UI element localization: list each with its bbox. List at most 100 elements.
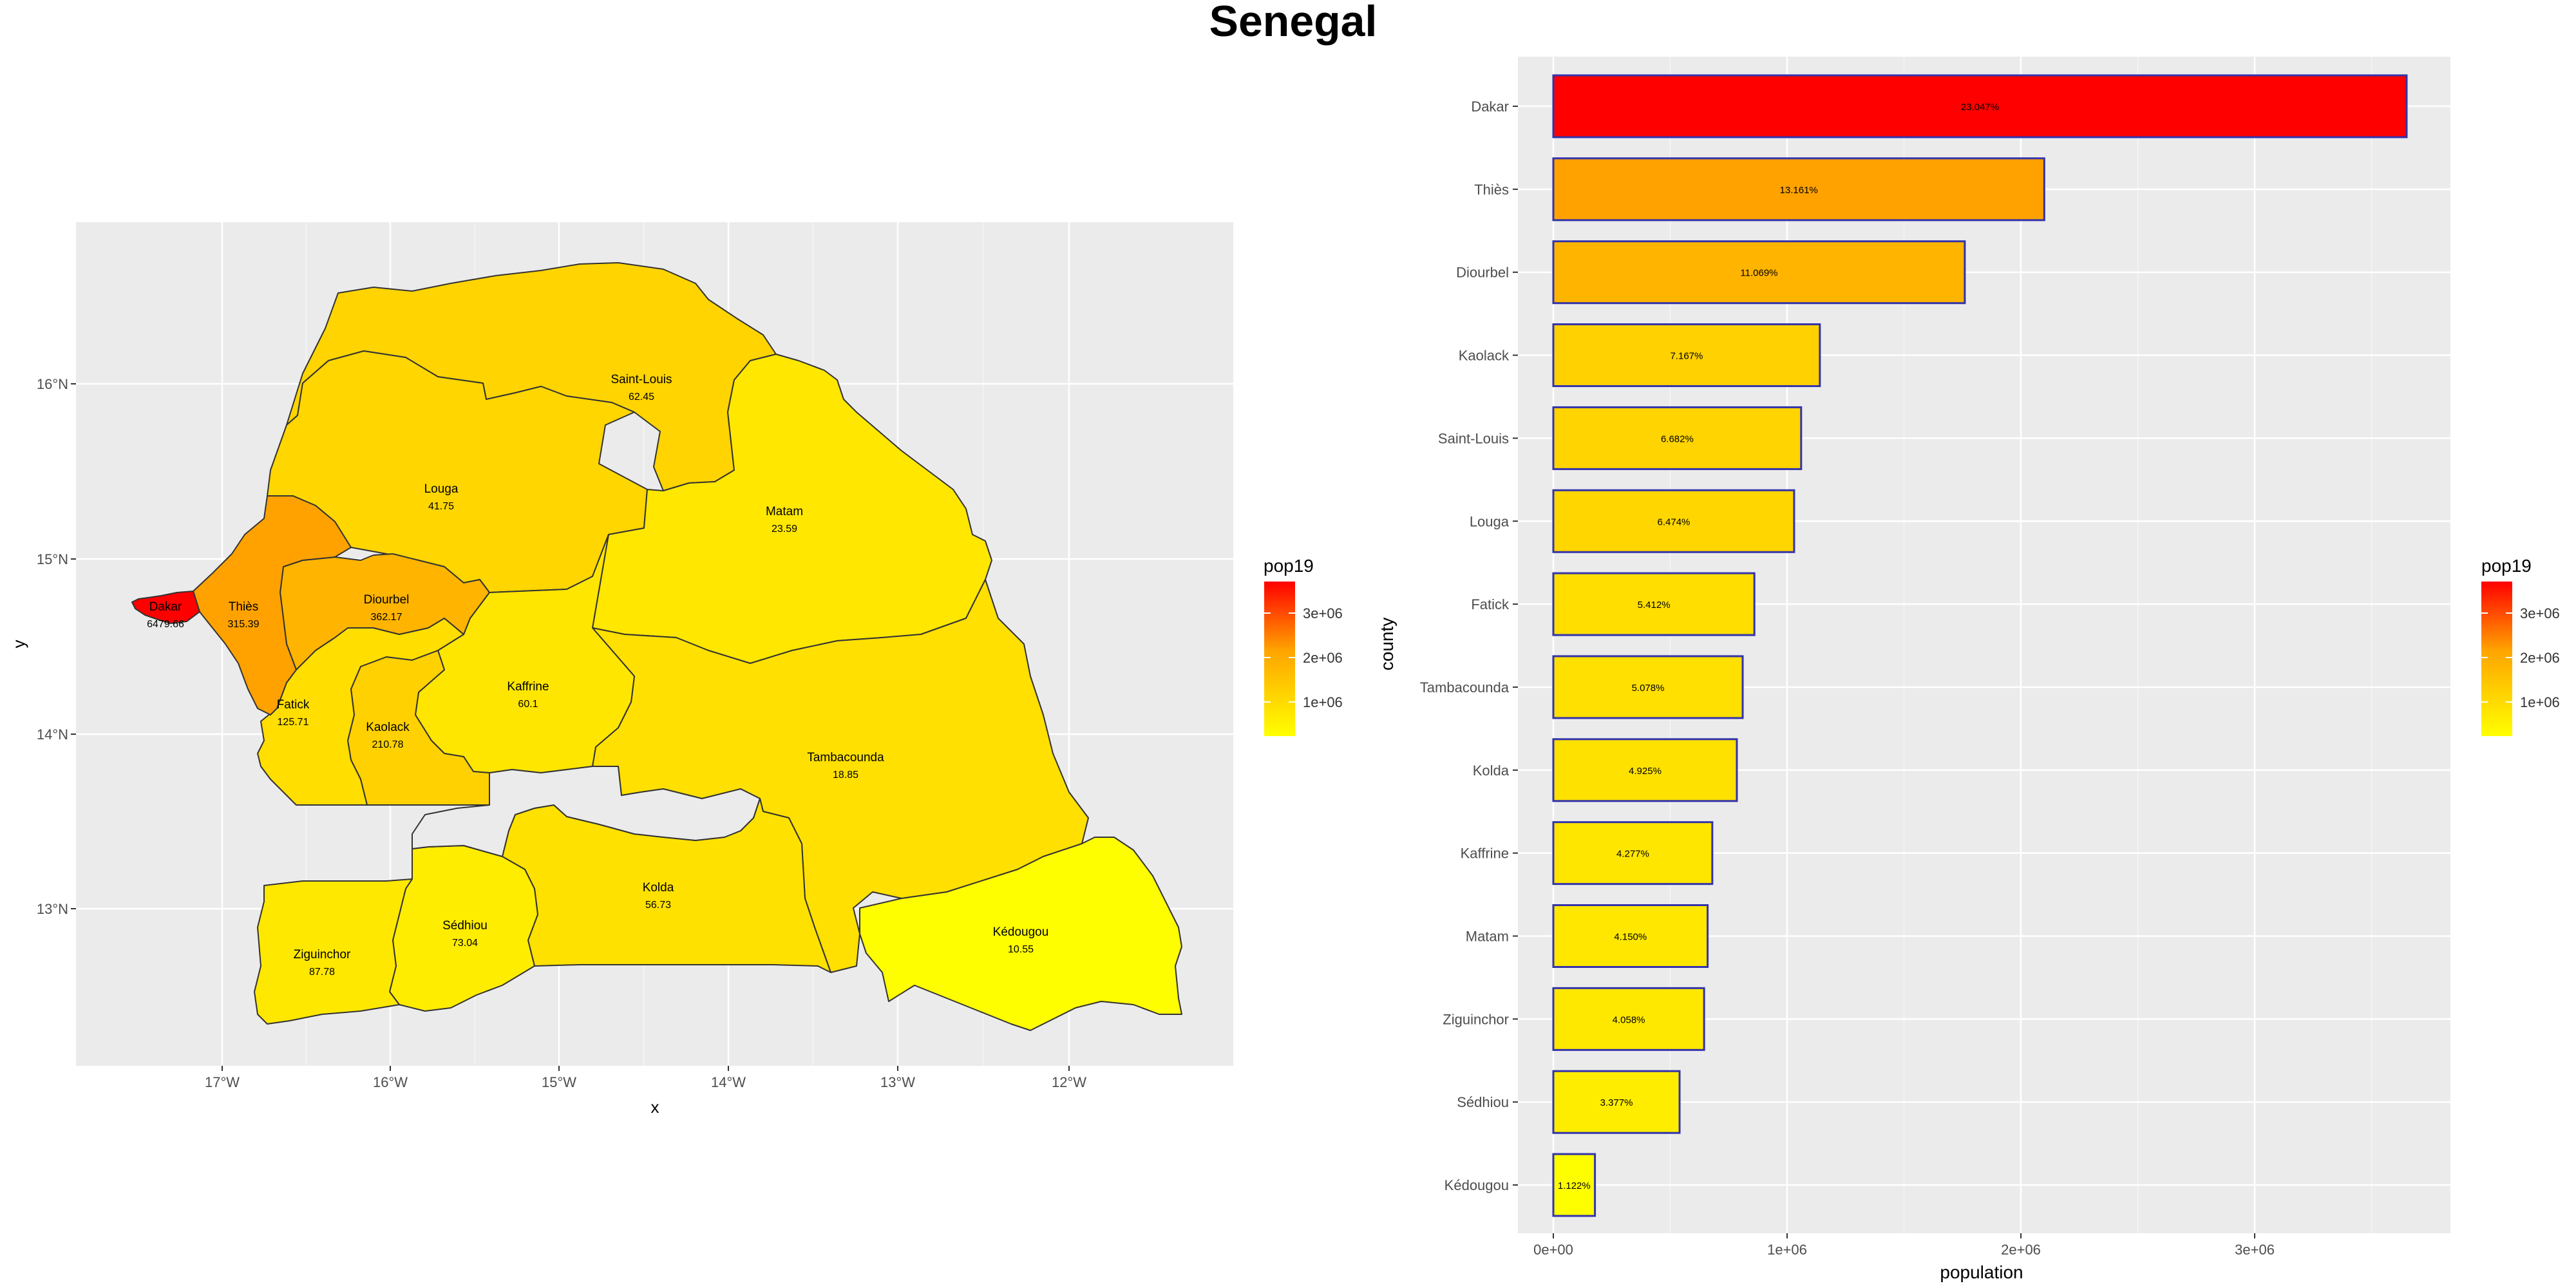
bar-value-label: 5.078% [1632, 683, 1665, 694]
bar-y-tick-label: Sédhiou [1457, 1094, 1509, 1110]
bar-tambacounda [1552, 655, 1744, 719]
bar-y-tick-label: Dakar [1471, 99, 1509, 115]
legend-tick-label: 3e+06 [1303, 605, 1343, 621]
bar-value-label: 4.277% [1616, 849, 1649, 860]
bar-y-axis-ticks: Dakar Thiès Diourbel Kaolack Saint-Louis Loug… [1420, 99, 1518, 1193]
map-legend-title: pop19 [1264, 556, 1314, 576]
bar-y-tick-label: Diourbel [1456, 265, 1509, 281]
region-value-label: 60.1 [518, 699, 538, 710]
region-value-label: 56.73 [645, 900, 671, 911]
gambia-gap [412, 766, 761, 857]
region-value-label: 73.04 [452, 938, 478, 949]
map-panel: Dakar 6479.66 Thiès 315.39 Diourbel 362.17 Lou… [9, 222, 1343, 1117]
region-value-label: 125.71 [278, 717, 309, 728]
map-x-tick-label: 15°W [542, 1074, 576, 1090]
bar-y-tick-label: Kolda [1473, 762, 1510, 779]
region-name-label: Thiès [229, 600, 258, 614]
region-name-label: Ziguinchor [294, 948, 351, 961]
bar-y-tick-label: Thiès [1474, 182, 1509, 198]
region-name-label: Diourbel [364, 593, 410, 607]
map-legend-colorbar [1264, 582, 1295, 736]
bar-y-tick-label: Tambacounda [1420, 679, 1510, 696]
map-y-tick-label: 15°N [37, 551, 68, 567]
bar-y-tick-label: Fatick [1471, 596, 1510, 612]
bar-legend-title: pop19 [2481, 556, 2532, 576]
legend-tick-label: 2e+06 [2520, 650, 2560, 666]
region-thies [193, 495, 352, 715]
bar-kedougou [1552, 1153, 1596, 1217]
map-y-axis-ticks: 16°N 15°N 14°N 13°N [37, 376, 76, 917]
bar-sedhiou [1552, 1070, 1681, 1134]
map-y-tick-label: 16°N [37, 376, 68, 392]
region-value-label: 62.45 [629, 392, 654, 402]
bar-kaffrine [1552, 821, 1714, 886]
bar-y-axis-label: county [1377, 618, 1397, 671]
bar-x-axis-ticks: 0e+00 1e+06 2e+06 3e+06 [1533, 1233, 2275, 1258]
figure-title: Senegal [1209, 0, 1378, 46]
bar-x-tick-label: 0e+00 [1533, 1242, 1573, 1258]
map-y-tick-label: 14°N [37, 726, 68, 743]
bar-x-axis-label: population [1940, 1262, 2023, 1282]
bar-diourbel [1552, 240, 1966, 305]
bar-y-tick-label: Kaolack [1459, 348, 1510, 364]
bar-thies [1552, 157, 2045, 222]
legend-tick-label: 1e+06 [2520, 694, 2560, 710]
region-value-label: 87.78 [309, 967, 335, 978]
bar-x-tick-label: 3e+06 [2235, 1242, 2275, 1258]
region-name-label: Saint-Louis [611, 373, 672, 386]
bar-ziguinchor [1552, 987, 1705, 1051]
bar-y-tick-label: Saint-Louis [1438, 430, 1509, 446]
map-x-tick-label: 16°W [373, 1074, 408, 1090]
bar-value-label: 5.412% [1638, 600, 1671, 611]
bar-legend-colorbar [2481, 582, 2512, 736]
bar-matam [1552, 904, 1709, 968]
map-x-tick-label: 14°W [711, 1074, 746, 1090]
bar-value-label: 7.167% [1670, 351, 1703, 362]
map-regions [131, 262, 1182, 1031]
region-name-label: Louga [424, 482, 459, 496]
bar-legend-ticks: 3e+06 2e+06 1e+06 [2481, 605, 2560, 710]
region-name-label: Dakar [149, 600, 182, 614]
region-name-label: Sédhiou [442, 919, 488, 933]
map-x-tick-label: 17°W [205, 1074, 240, 1090]
bar-kaolack [1552, 323, 1821, 388]
region-value-label: 210.78 [372, 739, 404, 750]
bar-y-tick-label: Louga [1470, 513, 1510, 529]
region-name-label: Kolda [643, 881, 674, 895]
bar-value-label: 4.150% [1614, 932, 1647, 943]
map-region-labels: Dakar 6479.66 Thiès 315.39 Diourbel 362.17 Lou… [147, 373, 1048, 978]
bar-saint-louis [1552, 406, 1803, 470]
region-value-label: 23.59 [772, 524, 797, 535]
region-value-label: 41.75 [428, 501, 454, 512]
bar-legend: pop19 3e+06 2e+06 1e+06 [2481, 556, 2560, 736]
map-y-axis-label: y [9, 640, 28, 649]
region-name-label: Tambacounda [807, 751, 884, 764]
bar-y-tick-label: Kédougou [1444, 1177, 1509, 1193]
bar-y-tick-label: Ziguinchor [1443, 1011, 1509, 1027]
bar-value-label: 6.682% [1661, 433, 1694, 444]
bar-x-tick-label: 2e+06 [2001, 1242, 2041, 1258]
legend-tick-label: 3e+06 [2520, 605, 2560, 621]
region-kedougou [859, 837, 1182, 1031]
region-name-label: Kaffrine [507, 680, 549, 694]
map-x-tick-label: 13°W [880, 1074, 915, 1090]
bar-kolda [1552, 738, 1738, 802]
region-ziguinchor [254, 878, 413, 1025]
legend-tick-label: 2e+06 [1303, 650, 1343, 666]
bar-value-label: 1.122% [1558, 1180, 1591, 1191]
bar-chart-panel: 23.047% 13.161% 11.069% 7.167% 6.682% 6.474% 5… [1377, 57, 2560, 1282]
bar-panel-background [1518, 57, 2450, 1233]
map-x-tick-label: 12°W [1052, 1074, 1086, 1090]
legend-tick-label: 1e+06 [1303, 694, 1343, 710]
region-name-label: Kaolack [366, 721, 410, 734]
bar-value-label: 3.377% [1600, 1097, 1633, 1108]
map-legend-ticks: 3e+06 2e+06 1e+06 [1264, 605, 1343, 710]
region-dakar [131, 591, 200, 624]
region-value-label: 315.39 [228, 619, 260, 630]
bar-y-tick-label: Kaffrine [1461, 846, 1509, 862]
map-legend: pop19 3e+06 2e+06 1e+06 [1264, 556, 1343, 736]
region-name-label: Kédougou [993, 925, 1049, 939]
bar-value-label: 11.069% [1740, 268, 1777, 279]
region-value-label: 10.55 [1008, 944, 1034, 955]
